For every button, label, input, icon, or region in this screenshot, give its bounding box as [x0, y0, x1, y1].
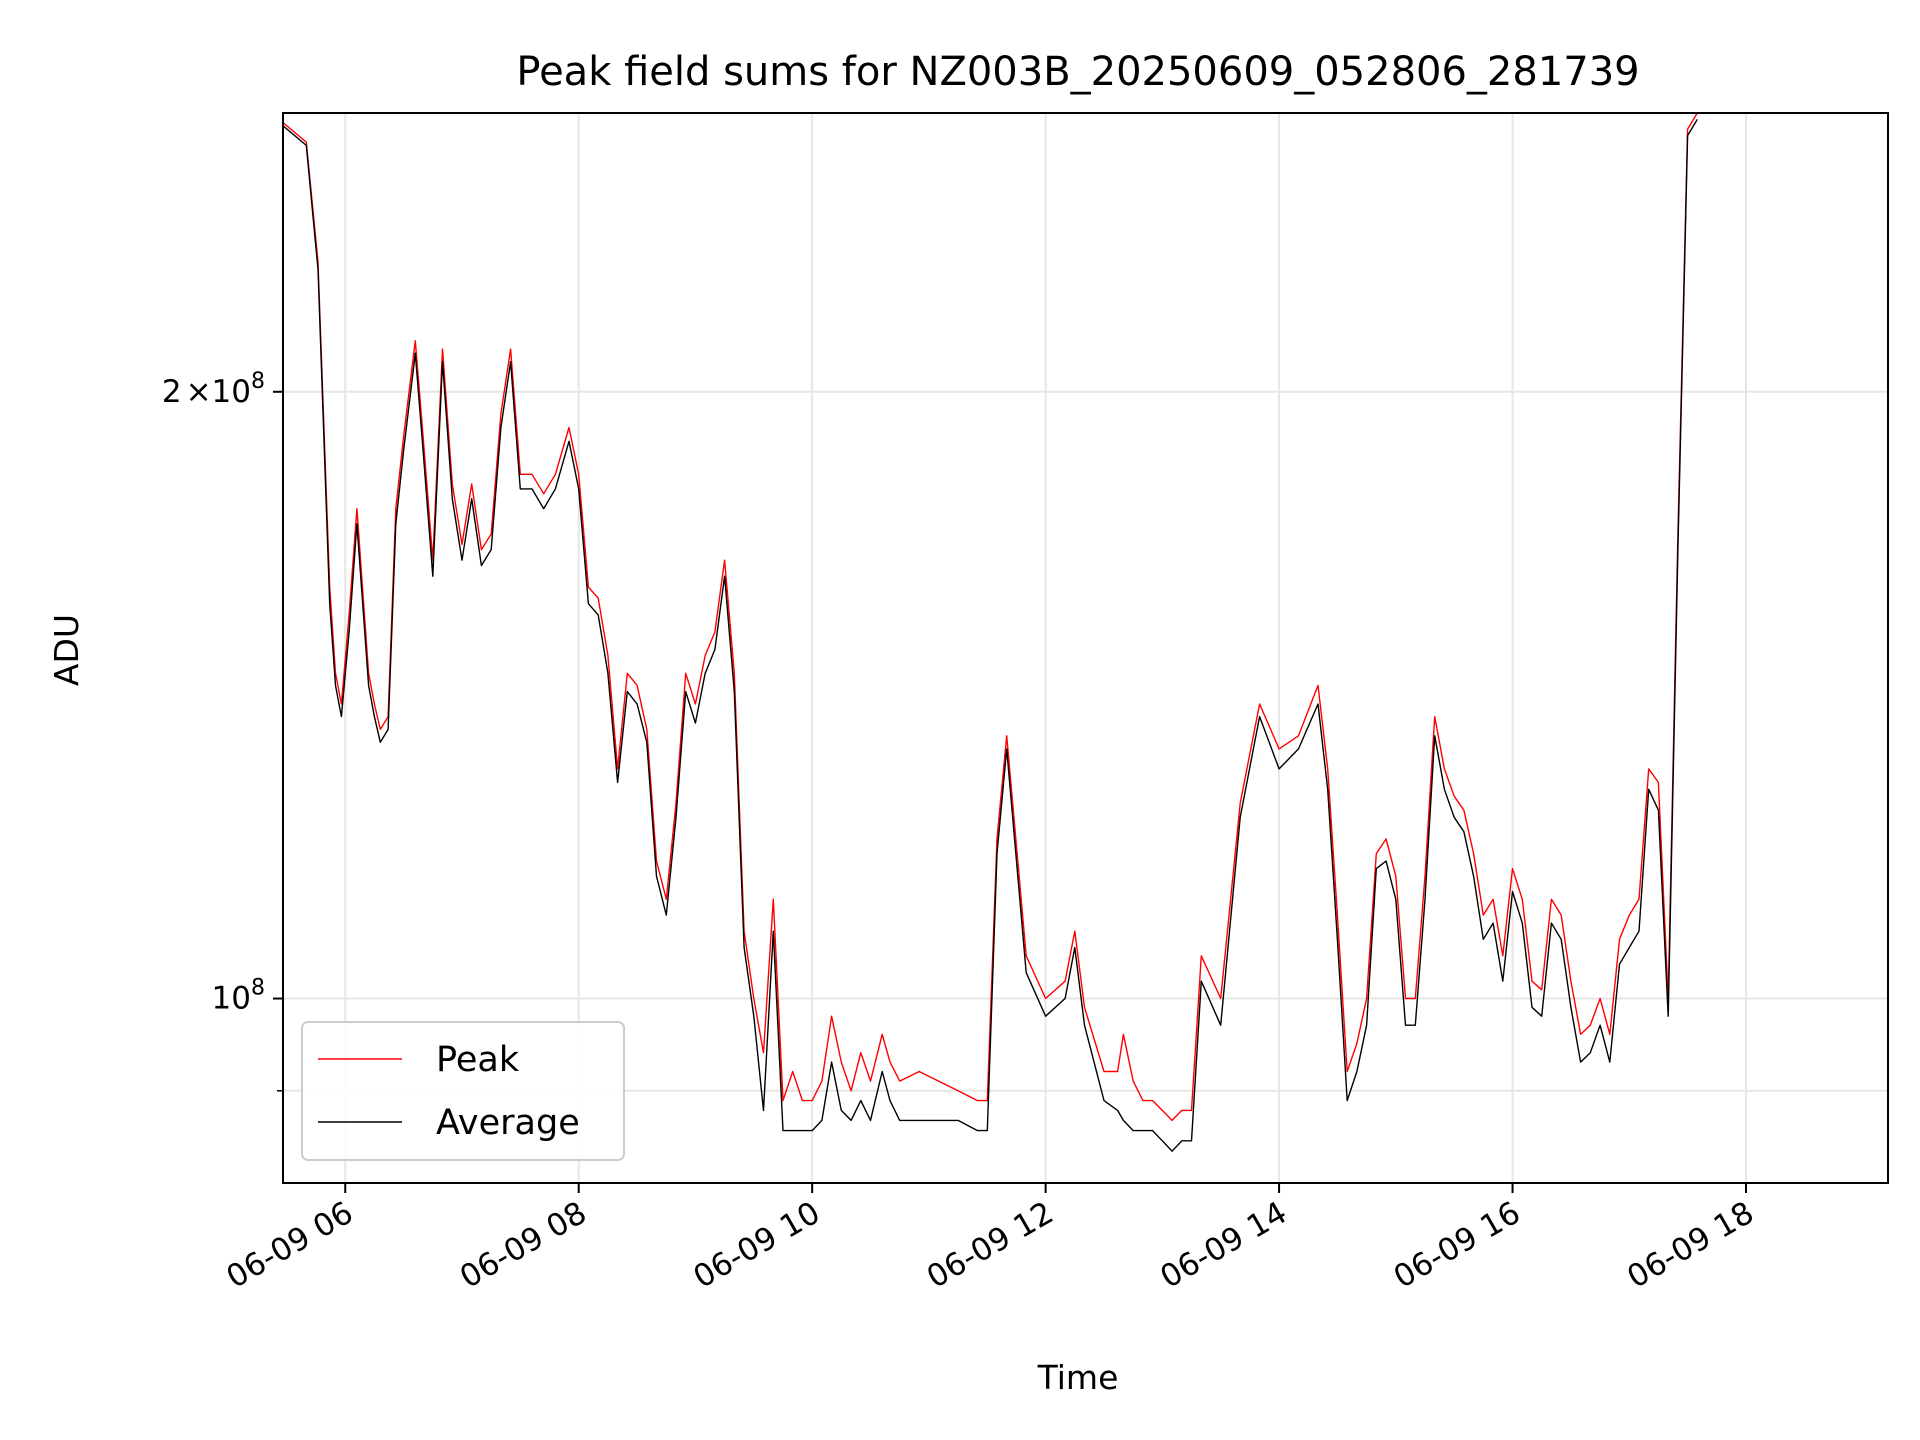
legend-label-average: Average: [436, 1103, 580, 1143]
y-axis-ticks: 108 2 ×108: [162, 369, 283, 1092]
y-axis-label: ADU: [47, 614, 86, 686]
x-axis-label: Time: [1037, 1358, 1119, 1397]
y-tick-label: 2 ×108: [162, 369, 265, 410]
legend: Peak Average: [301, 1021, 625, 1161]
grid: [283, 113, 1888, 1183]
series-line-average: [282, 119, 1698, 1152]
series-line-peak: [282, 112, 1698, 1122]
chart-title: Peak field sums for NZ003B_20250609_0528…: [516, 49, 1639, 95]
plot-frame: [282, 112, 1889, 1184]
legend-frame: [301, 1021, 625, 1161]
legend-label-peak: Peak: [436, 1040, 520, 1080]
y-tick-label: 108: [212, 976, 265, 1017]
series-layer: [282, 112, 1698, 1152]
